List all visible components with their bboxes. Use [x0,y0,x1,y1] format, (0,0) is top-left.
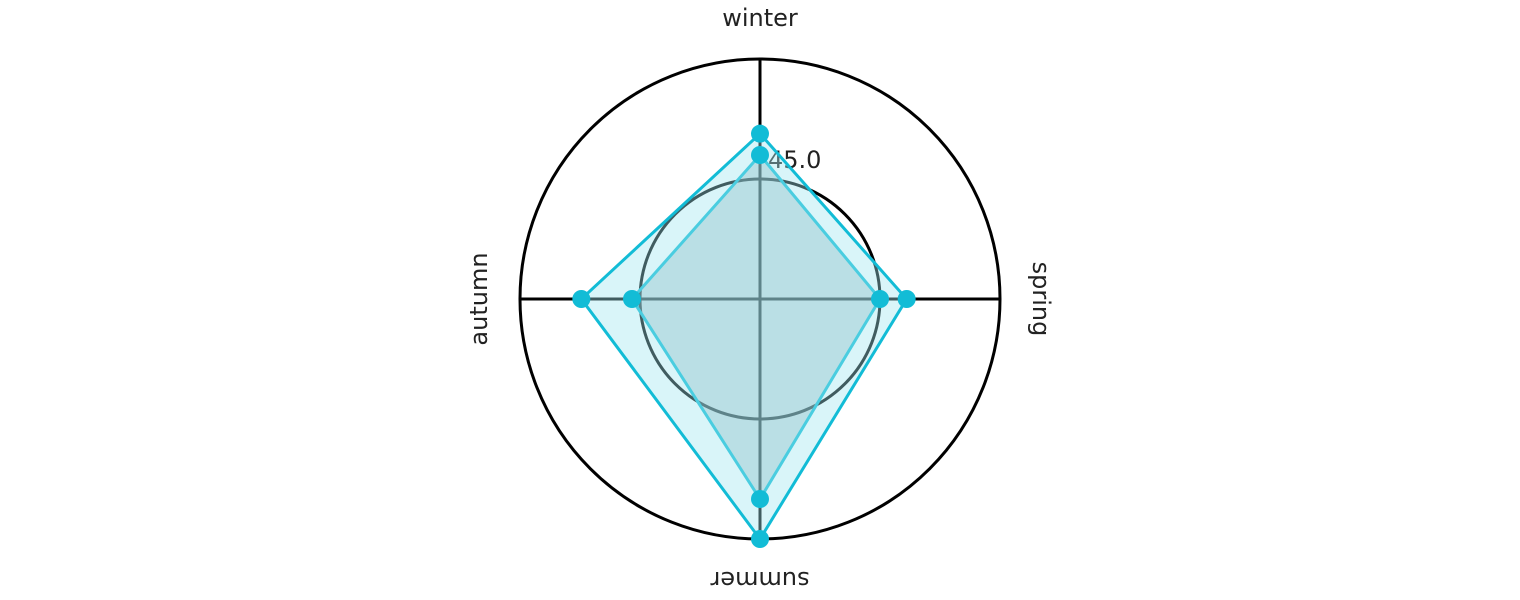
data-point [751,530,769,548]
data-point [751,490,769,508]
series-area [579,131,909,542]
data-point [623,290,641,308]
data-point [897,290,916,308]
data-point [751,124,769,143]
data-point [751,146,769,164]
category-label: autumn [465,252,493,345]
category-label: summer [710,566,809,594]
category-label: winter [722,4,798,32]
data-point [871,290,889,308]
data-point [572,290,591,308]
category-label: spring [1027,262,1055,337]
